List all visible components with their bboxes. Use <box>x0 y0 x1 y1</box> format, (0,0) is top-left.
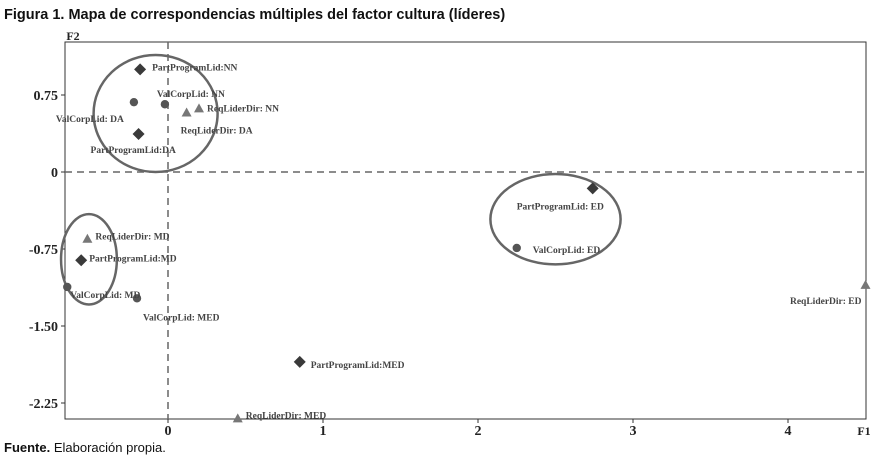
circle-point <box>129 97 139 107</box>
triangle-point <box>181 107 192 117</box>
point-label: ReqLiderDir: ED <box>790 297 862 307</box>
diamond-point <box>75 254 88 267</box>
y-tick-label: -2.25 <box>29 397 58 412</box>
point-label: PartProgramLid: ED <box>517 202 604 212</box>
source-text: Elaboración propia. <box>50 440 166 455</box>
point-label: ReqLiderDir: NN <box>207 104 279 114</box>
plot-frame <box>64 41 867 420</box>
x-tick-label: 0 <box>165 424 172 439</box>
point-label: PartProgramLid:MED <box>311 361 405 371</box>
cluster-ellipse <box>59 212 119 306</box>
y-axis-name: F2 <box>66 29 79 43</box>
point-label: PartProgramLid:NN <box>152 63 237 73</box>
triangle-point <box>860 279 871 289</box>
diamond-point <box>132 128 145 141</box>
point-label: ReqLiderDir: MD <box>95 233 169 243</box>
x-tick-label: 1 <box>320 424 327 439</box>
y-tick-label: -0.75 <box>29 243 58 258</box>
cluster-ellipse <box>92 53 219 174</box>
point-label: ValCorpLid: ED <box>533 246 601 256</box>
triangle-point <box>82 233 93 243</box>
cluster-ellipse <box>489 172 622 266</box>
y-tick-label: 0.75 <box>34 89 59 104</box>
triangle-point <box>232 413 243 423</box>
circle-point <box>63 282 72 292</box>
x-tick-label: 2 <box>475 424 482 439</box>
point-label: ValCorpLid: MD <box>70 291 140 301</box>
circle-point <box>132 294 142 303</box>
figure-source: Fuente. Elaboración propia. <box>4 440 166 455</box>
point-label: ReqLiderDir: MED <box>246 411 327 421</box>
point-label: ReqLiderDir: DA <box>181 126 253 136</box>
y-tick-label: 0 <box>51 166 58 181</box>
point-label: PartProgramLid:MD <box>89 254 177 264</box>
diamond-point <box>293 355 306 368</box>
circle-point <box>512 243 521 253</box>
x-tick-label: 4 <box>785 424 792 439</box>
point-label: ValCorpLid: DA <box>56 115 124 125</box>
x-tick-label: 3 <box>630 424 637 439</box>
figure-title: Figura 1. Mapa de correspondencias múlti… <box>4 7 506 23</box>
point-label: PartProgramLid:DA <box>91 146 176 156</box>
point-label: ValCorpLid: MED <box>143 313 220 323</box>
y-tick-label: -1.50 <box>29 320 58 335</box>
diamond-point <box>586 182 599 195</box>
x-axis-name: F1 <box>857 424 870 438</box>
source-prefix: Fuente. <box>4 440 51 455</box>
circle-point <box>160 100 170 109</box>
triangle-point <box>194 103 204 113</box>
point-label: ValCorpLid: NN <box>157 90 225 100</box>
diamond-point <box>134 63 147 76</box>
